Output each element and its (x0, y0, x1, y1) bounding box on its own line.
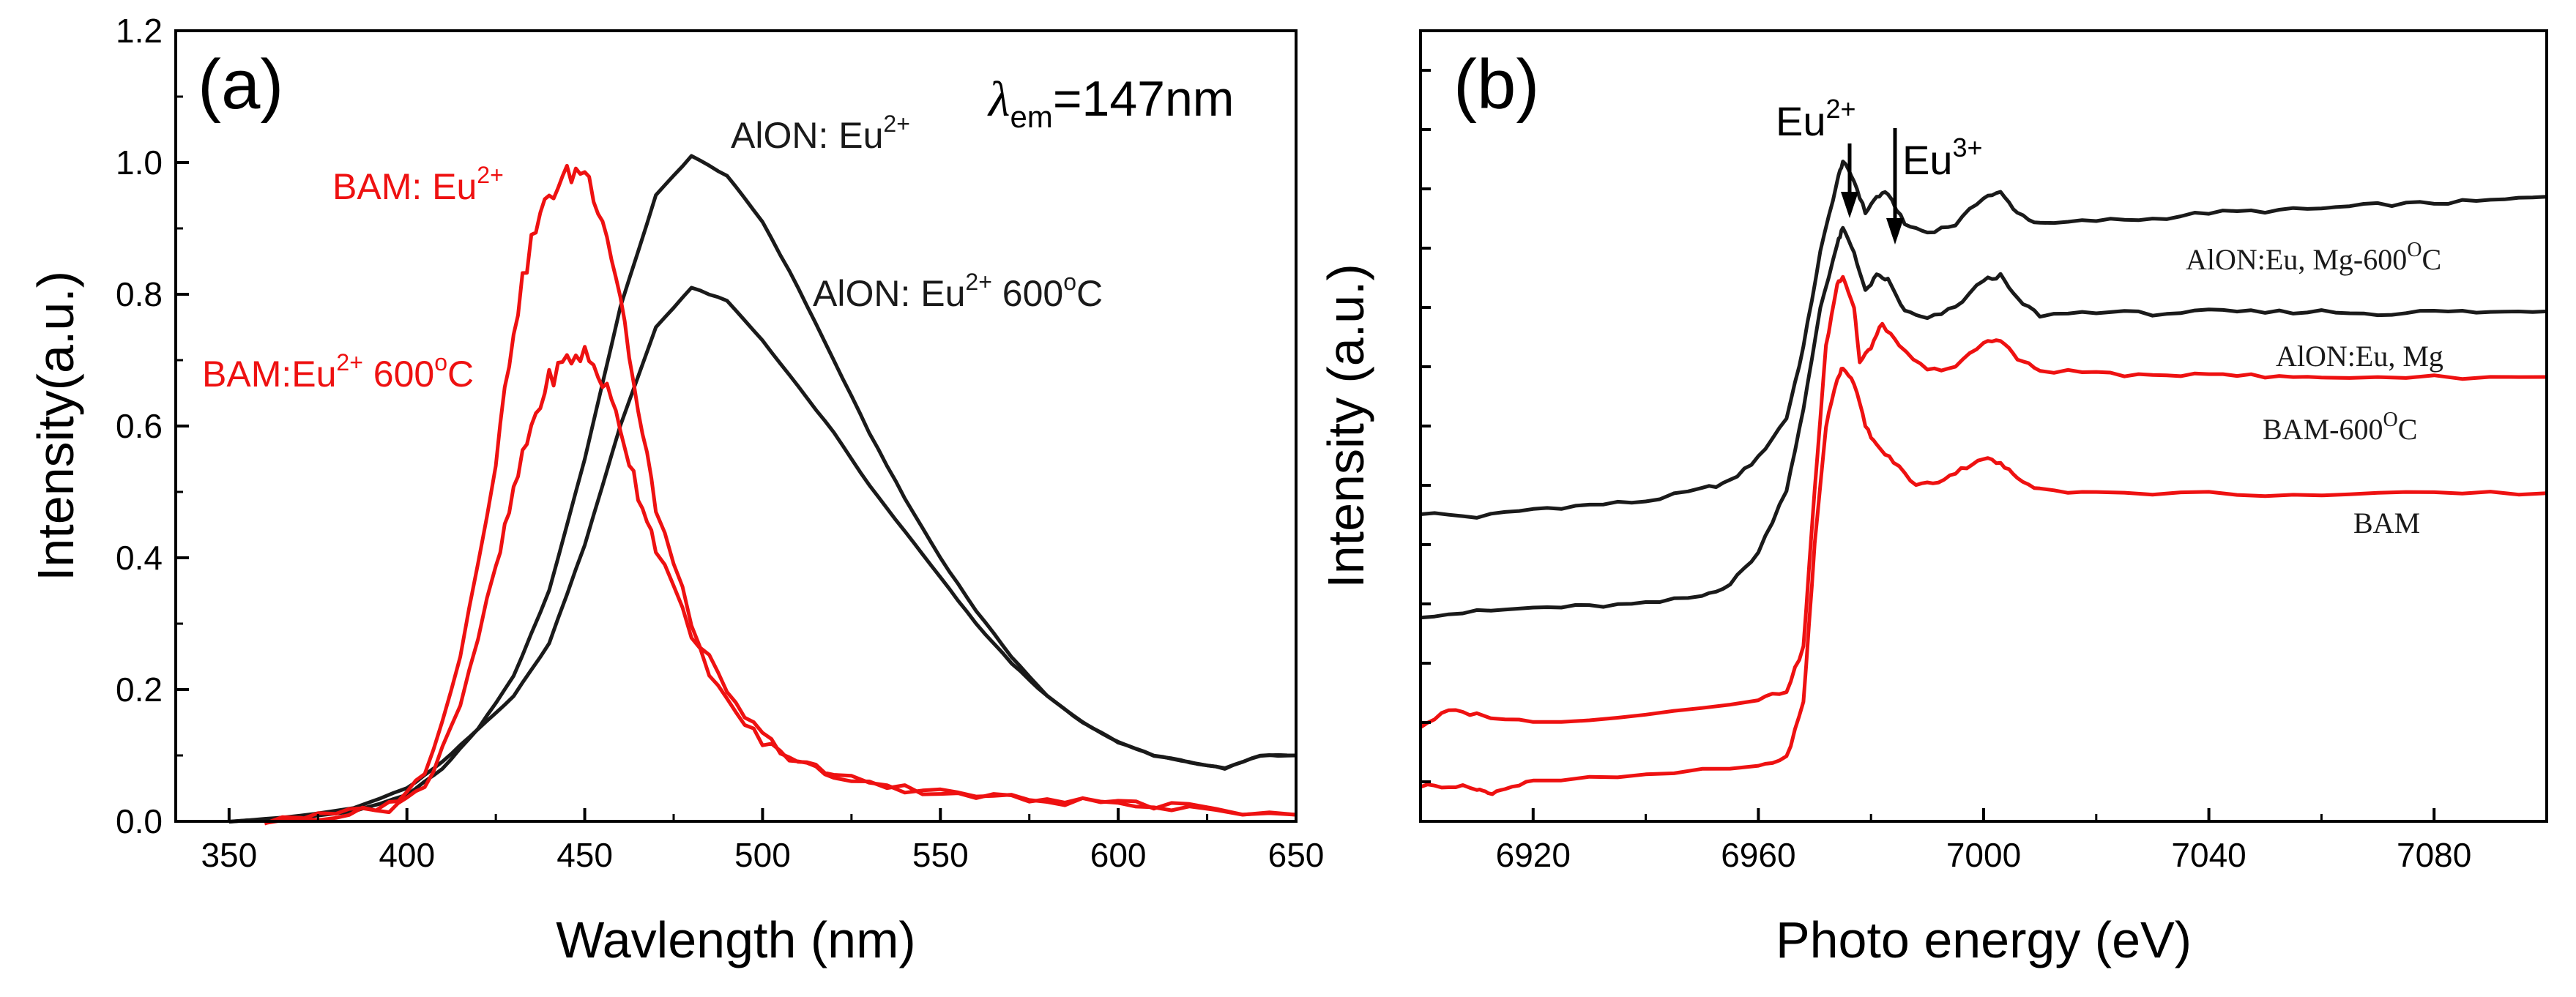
panel-b-xtick-label-7000: 7000 (1946, 836, 2021, 874)
panel-a-xtick-label-600: 600 (1090, 836, 1147, 874)
panel-a-xtick-label-400: 400 (379, 836, 435, 874)
panel-b-series-alon-eu-mg (1420, 225, 2547, 620)
panel-b-xtick-label-6920: 6920 (1496, 836, 1571, 874)
panel-a-xlabel: Wavlength (nm) (556, 911, 915, 968)
panel-b-series-bam (1420, 367, 2547, 796)
lambda-subscript: em (1010, 100, 1052, 134)
label-alon-eu-mg: AlON:Eu, Mg (2276, 340, 2443, 373)
panel-a-series-alon-eu2-600oc (228, 285, 1297, 824)
panel-a-series-bam-eu2-600oc (264, 345, 1297, 826)
panel-b-series-group (1419, 160, 2547, 796)
panel-b-ylabel: Intensity (a.u.) (1317, 264, 1374, 589)
panel-a-label: (a) (198, 45, 283, 124)
panel-b-label: (b) (1453, 45, 1539, 124)
panel-a-xtick-label-350: 350 (201, 836, 257, 874)
eu3-annotation: Eu3+ (1902, 132, 1983, 183)
panel-a-xtick-label-650: 650 (1268, 836, 1325, 874)
panel-b-ticks-group: 6920 6960 7000 7040 7080 (1419, 69, 2548, 874)
eu2-annotation: Eu2+ (1776, 94, 1856, 144)
eu3-arrow (1886, 128, 1904, 244)
label-bam: BAM (2353, 507, 2420, 539)
panel-a-ytick-label-0-4: 0.4 (116, 539, 163, 577)
label-bam-eu-600c: BAM:Eu2+ 600oC (202, 349, 474, 395)
panel-a-annotation: λem=147nm (987, 71, 1234, 134)
panel-a-xtick-label-550: 550 (912, 836, 969, 874)
panel-a-ylabel: Intensity(a.u.) (27, 271, 84, 581)
eu2-arrow (1841, 143, 1858, 218)
panel-b-xtick-label-7040: 7040 (2171, 836, 2246, 874)
panel-a-ytick-label-0-8: 0.8 (116, 275, 163, 313)
label-alon-eu-600c: AlON: Eu2+ 600oC (813, 269, 1103, 314)
panel-b-series-alon-eu-mg-600oc (1420, 160, 2547, 520)
panel-a-series-group (228, 154, 1297, 826)
label-bam-eu: BAM: Eu2+ (332, 162, 504, 207)
panel-a-ytick-label-1-0: 1.0 (116, 143, 163, 182)
panel-a-ticks-group: 350 400 450 500 550 600 650 0.0 0.2 0.4 0.6 0.8 1.0 1… (116, 12, 1324, 874)
panel-b-xtick-label-6960: 6960 (1721, 836, 1795, 874)
panel-a-ytick-label-0-2: 0.2 (116, 671, 163, 709)
panel-a-series-alon-eu2 (228, 154, 1297, 824)
panel-b-xlabel: Photo energy (eV) (1776, 911, 2192, 968)
label-alon-eu: AlON: Eu2+ (731, 111, 910, 156)
panel-a-ytick-label-1-2: 1.2 (116, 12, 163, 50)
lambda-symbol: λ (987, 71, 1010, 127)
panel-b: 6920 6960 7000 7040 7080 (b) Eu2+ Eu3+ AlON:… (1317, 29, 2548, 968)
panel-b-xtick-label-7080: 7080 (2397, 836, 2471, 874)
panel-a-series-bam-eu2 (264, 163, 1297, 825)
lambda-value: =147nm (1053, 71, 1235, 127)
label-bam-600c: BAM-600OC (2263, 408, 2417, 446)
label-alon-eu-mg-600c: AlON:Eu, Mg-600OC (2186, 239, 2441, 276)
panel-a-ytick-label-0-0: 0.0 (116, 802, 163, 840)
panel-a: 350 400 450 500 550 600 650 0.0 0.2 0.4 0.6 0.8 1.0 1… (27, 12, 1324, 968)
panel-a-xtick-label-500: 500 (734, 836, 791, 874)
panel-b-series-bam-600oc (1419, 275, 2547, 729)
panel-a-ytick-label-0-6: 0.6 (116, 407, 163, 445)
panel-a-xtick-label-450: 450 (556, 836, 613, 874)
